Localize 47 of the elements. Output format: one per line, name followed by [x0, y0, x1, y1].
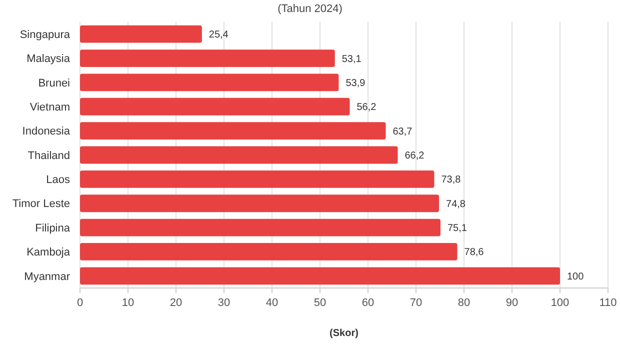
- x-tick-label: 70: [410, 297, 422, 309]
- data-label: 66,2: [404, 150, 425, 162]
- y-tick-label: Thailand: [28, 150, 70, 162]
- bar: [80, 122, 386, 140]
- x-tick-label: 100: [550, 297, 570, 309]
- x-tick-label: 0: [76, 297, 84, 309]
- bar: [80, 170, 434, 188]
- y-tick-label: Brunei: [38, 77, 70, 90]
- x-tick-label: 110: [599, 297, 617, 309]
- data-label: 25,4: [208, 30, 229, 41]
- y-tick-label: Malaysia: [26, 53, 71, 66]
- y-tick-label: Laos: [46, 174, 70, 186]
- x-tick-label: 30: [218, 297, 230, 309]
- x-tick-label: 10: [122, 297, 134, 309]
- bar: [80, 194, 440, 212]
- bar: [80, 218, 440, 236]
- x-tick-label: 80: [458, 297, 470, 309]
- bar: [80, 25, 202, 43]
- data-label: 73,8: [441, 174, 462, 186]
- bar: [80, 50, 335, 67]
- bar: [80, 267, 560, 285]
- bar: [80, 243, 458, 260]
- y-tick-label: Myanmar: [24, 270, 70, 283]
- data-label: 63,7: [392, 126, 413, 138]
- chart-subtitle: (Tahun 2024): [278, 3, 342, 15]
- x-tick-label: 20: [170, 297, 182, 309]
- data-label: 74,8: [446, 198, 466, 210]
- x-tick-label: 50: [314, 297, 326, 309]
- y-tick-label: Filipina: [35, 222, 71, 234]
- data-label: 78,6: [464, 247, 484, 258]
- bar: [80, 98, 350, 116]
- x-tick-label: 90: [506, 297, 518, 309]
- x-axis-title: (Skor): [330, 328, 358, 339]
- data-label: 100: [567, 271, 584, 282]
- y-tick-label: Singapura: [20, 28, 71, 41]
- x-tick-label: 60: [362, 297, 374, 309]
- data-label: 56,2: [356, 102, 377, 114]
- data-label: 53,1: [342, 54, 362, 65]
- data-label: 53,9: [346, 78, 366, 89]
- y-tick-label: Kamboja: [26, 246, 71, 259]
- data-label: 75,1: [447, 223, 468, 234]
- bar: [80, 74, 339, 92]
- y-tick-label: Indonesia: [22, 126, 71, 138]
- y-tick-label: Vietnam: [30, 101, 70, 114]
- y-tick-label: Timor Leste: [12, 198, 70, 210]
- x-tick-label: 40: [266, 297, 278, 309]
- bar: [80, 146, 398, 164]
